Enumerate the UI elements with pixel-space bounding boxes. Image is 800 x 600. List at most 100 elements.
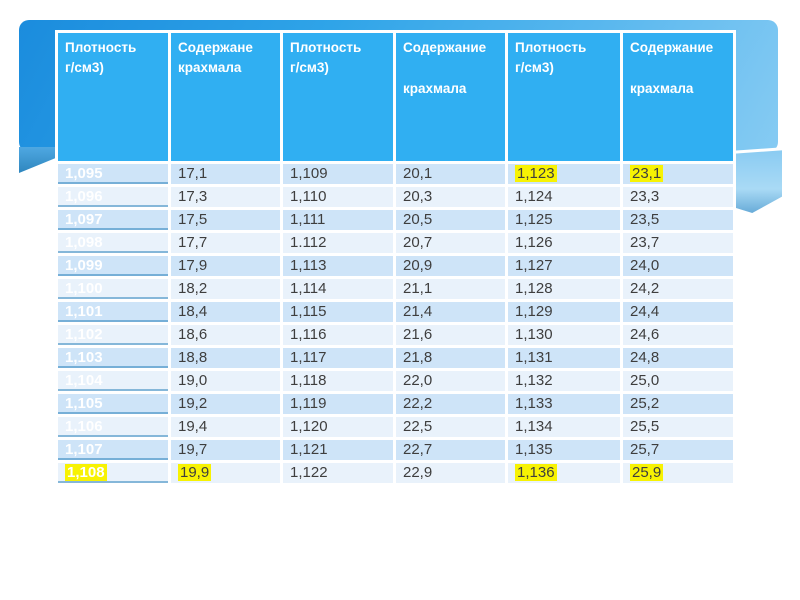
column-header-starch-3: Содержание крахмала xyxy=(620,30,736,164)
cell-text: 22,7 xyxy=(403,441,433,459)
value-cell: 1,134 xyxy=(505,414,623,440)
value-cell: 24,6 xyxy=(620,322,736,348)
table-row: 1,105 19,2 1,119 22,2 1,133 25,2 xyxy=(55,391,736,417)
cell-text: 23,3 xyxy=(630,188,660,206)
cell-text: 21,1 xyxy=(403,280,433,298)
value-cell: 18,8 xyxy=(168,345,283,371)
value-cell: 18,6 xyxy=(168,322,283,348)
value-cell: 1,110 xyxy=(280,184,396,210)
value-cell: 17,9 xyxy=(168,253,283,279)
value-cell: 25,9 xyxy=(620,460,736,486)
cell-text: 17,1 xyxy=(178,165,208,183)
value-cell: 1,117 xyxy=(280,345,396,371)
value-cell: 1,120 xyxy=(280,414,396,440)
value-cell: 23,5 xyxy=(620,207,736,233)
cell-text: 1,098 xyxy=(65,234,103,252)
value-cell: 21,4 xyxy=(393,299,508,325)
value-cell: 1,125 xyxy=(505,207,623,233)
density-key-cell: 1,095 xyxy=(55,161,171,187)
table-row: 1,106 19,4 1,120 22,5 1,134 25,5 xyxy=(55,414,736,440)
value-cell: 1,133 xyxy=(505,391,623,417)
cell-text: 1,116 xyxy=(290,326,327,344)
value-cell: 19,7 xyxy=(168,437,283,463)
value-cell: 17,3 xyxy=(168,184,283,210)
value-cell: 25,5 xyxy=(620,414,736,440)
cell-text: 24,4 xyxy=(630,303,660,321)
cell-text: 1,120 xyxy=(290,418,328,436)
cell-text: 1,111 xyxy=(290,211,326,229)
value-cell: 19,0 xyxy=(168,368,283,394)
value-cell: 1,123 xyxy=(505,161,623,187)
density-key-cell: 1,104 xyxy=(55,368,171,394)
cell-text: 1,110 xyxy=(290,188,327,206)
cell-text: 25,2 xyxy=(630,395,660,413)
cell-text: 1,128 xyxy=(515,280,553,298)
cell-text: 25,0 xyxy=(630,372,660,390)
cell-text: 23,7 xyxy=(630,234,660,252)
value-cell: 1,116 xyxy=(280,322,396,348)
cell-text: 24,2 xyxy=(630,280,660,298)
value-cell: 21,1 xyxy=(393,276,508,302)
density-key-cell: 1,097 xyxy=(55,207,171,233)
cell-text: 19,2 xyxy=(178,395,208,413)
cell-text: 1,109 xyxy=(290,165,328,183)
table-row: 1,100 18,2 1,114 21,1 1,128 24,2 xyxy=(55,276,736,302)
value-cell: 23,1 xyxy=(620,161,736,187)
table-row: 1,108 19,9 1,122 22,9 1,136 25,9 xyxy=(55,460,736,486)
table-row: 1,098 17,7 1.112 20,7 1,126 23,7 xyxy=(55,230,736,256)
cell-text: 1,136 xyxy=(515,464,557,481)
cell-text: 17,9 xyxy=(178,257,208,275)
value-cell: 1,113 xyxy=(280,253,396,279)
value-cell: 1,136 xyxy=(505,460,623,486)
value-cell: 1,111 xyxy=(280,207,396,233)
density-key-cell: 1,098 xyxy=(55,230,171,256)
cell-text: 1,122 xyxy=(290,464,328,482)
cell-text: 24,0 xyxy=(630,257,660,275)
value-cell: 1,129 xyxy=(505,299,623,325)
density-key-cell: 1,107 xyxy=(55,437,171,463)
table-body: 1,095 17,1 1,109 20,1 1,123 23,1 1,096 17,3 1,11… xyxy=(55,161,736,486)
table-row: 1,107 19,7 1,121 22,7 1,135 25,7 xyxy=(55,437,736,463)
column-header-density-2: Плотность г/см3) xyxy=(280,30,396,164)
cell-text: 23,1 xyxy=(630,165,664,182)
column-header-density-1: Плотность г/см3) xyxy=(55,30,171,164)
value-cell: 1,115 xyxy=(280,299,396,325)
value-cell: 1.112 xyxy=(280,230,396,256)
cell-text: 1,119 xyxy=(290,395,327,413)
value-cell: 24,8 xyxy=(620,345,736,371)
table-row: 1,102 18,6 1,116 21,6 1,130 24,6 xyxy=(55,322,736,348)
value-cell: 21,8 xyxy=(393,345,508,371)
density-key-cell: 1,102 xyxy=(55,322,171,348)
column-header-starch-1: Содержане крахмала xyxy=(168,30,283,164)
cell-text: 24,8 xyxy=(630,349,660,367)
cell-text: 18,6 xyxy=(178,326,208,344)
value-cell: 23,7 xyxy=(620,230,736,256)
cell-text: 18,4 xyxy=(178,303,208,321)
cell-text: 1,104 xyxy=(65,372,103,390)
cell-text: 17,5 xyxy=(178,211,208,229)
cell-text: 20,9 xyxy=(403,257,433,275)
value-cell: 1,114 xyxy=(280,276,396,302)
value-cell: 24,2 xyxy=(620,276,736,302)
column-header-starch-2: Содержание крахмала xyxy=(393,30,508,164)
table-header: Плотность г/см3) Содержане крахмала Плот… xyxy=(55,30,736,164)
value-cell: 1,109 xyxy=(280,161,396,187)
value-cell: 20,9 xyxy=(393,253,508,279)
cell-text: 1,115 xyxy=(290,303,327,321)
cell-text: 1,108 xyxy=(65,464,107,481)
table-row: 1,095 17,1 1,109 20,1 1,123 23,1 xyxy=(55,161,736,187)
value-cell: 19,4 xyxy=(168,414,283,440)
value-cell: 24,4 xyxy=(620,299,736,325)
table-row: 1,096 17,3 1,110 20,3 1,124 23,3 xyxy=(55,184,736,210)
value-cell: 17,7 xyxy=(168,230,283,256)
cell-text: 1.112 xyxy=(290,234,327,252)
cell-text: 20,3 xyxy=(403,188,433,206)
value-cell: 1,119 xyxy=(280,391,396,417)
value-cell: 17,1 xyxy=(168,161,283,187)
value-cell: 1,127 xyxy=(505,253,623,279)
value-cell: 20,3 xyxy=(393,184,508,210)
cell-text: 1,133 xyxy=(515,395,553,413)
cell-text: 1,118 xyxy=(290,372,327,390)
cell-text: 1,107 xyxy=(65,441,103,459)
cell-text: 1,113 xyxy=(290,257,327,275)
